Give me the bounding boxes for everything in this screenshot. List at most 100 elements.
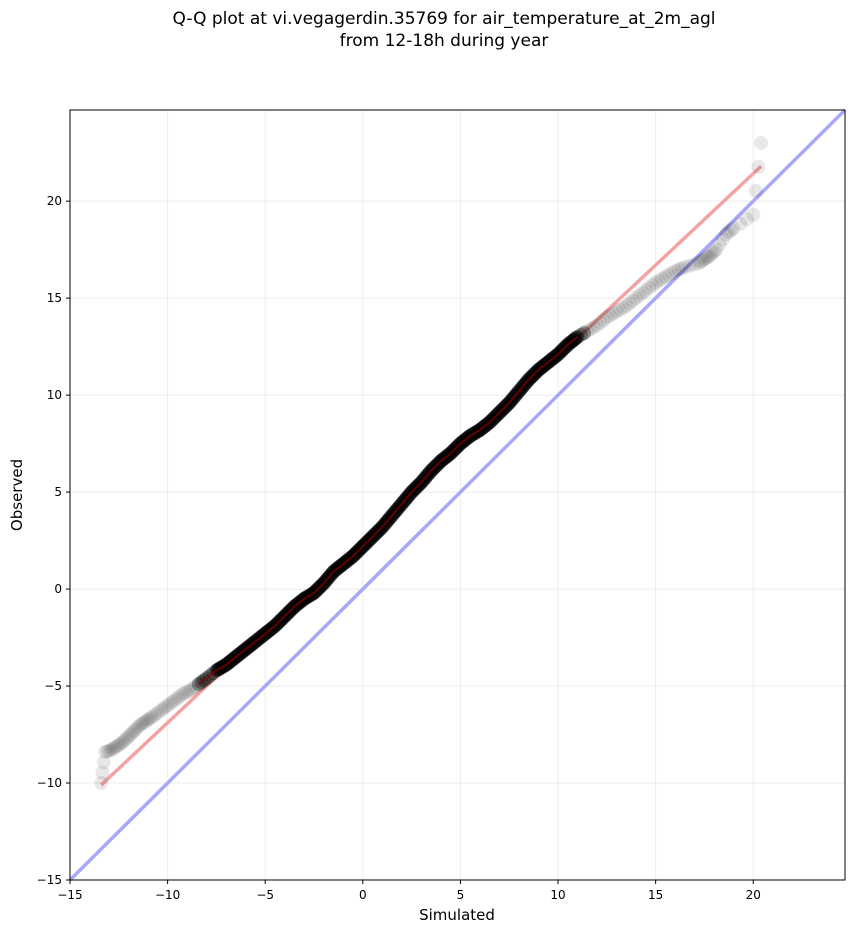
x-tick-label: −10 — [155, 888, 180, 902]
data-point — [102, 743, 117, 758]
data-point — [119, 731, 134, 746]
data-point — [109, 739, 124, 754]
data-point — [115, 735, 130, 750]
data-point — [165, 694, 180, 709]
data-point — [155, 702, 170, 717]
data-point — [697, 252, 712, 267]
x-axis-ticks: −15 −10 −5 0 5 10 15 20 — [57, 880, 761, 902]
data-point — [699, 251, 714, 266]
x-axis-label: Simulated — [419, 906, 495, 924]
data-point — [655, 271, 670, 286]
data-point — [726, 221, 741, 236]
data-point — [186, 680, 201, 695]
plot-frame — [69, 109, 846, 881]
data-point — [103, 743, 118, 758]
data-point — [715, 232, 730, 247]
data-point — [635, 285, 650, 300]
data-point — [718, 227, 733, 242]
data-point — [671, 262, 686, 277]
grid — [69, 110, 845, 881]
data-point — [629, 291, 644, 306]
data-point — [171, 690, 186, 705]
data-point — [184, 682, 199, 697]
data-point — [152, 704, 167, 719]
data-point — [622, 296, 637, 311]
data-point — [100, 744, 115, 759]
y-tick-label: 5 — [54, 485, 62, 499]
data-point — [129, 721, 144, 736]
y-tick-label: 20 — [47, 194, 62, 208]
data-point — [141, 712, 156, 727]
data-point — [739, 212, 754, 227]
data-point — [674, 261, 689, 276]
data-point — [160, 698, 175, 713]
data-point — [181, 684, 196, 699]
data-point — [632, 288, 647, 303]
data-point — [147, 708, 162, 723]
data-point — [580, 324, 595, 339]
data-point — [691, 256, 706, 271]
data-point — [682, 258, 697, 273]
x-tick-label: 0 — [359, 888, 367, 902]
data-point — [638, 283, 653, 298]
data-point — [139, 713, 154, 728]
data-point — [133, 717, 148, 732]
x-tick-label: −5 — [256, 888, 274, 902]
reference-lines — [68, 108, 847, 882]
data-point — [754, 135, 769, 150]
data-point — [687, 257, 702, 272]
data-point — [131, 719, 146, 734]
data-point — [746, 207, 761, 222]
data-point — [651, 273, 666, 288]
data-point — [573, 327, 588, 342]
data-point — [590, 318, 605, 333]
data-point — [748, 183, 763, 198]
x-tick-label: 15 — [648, 888, 663, 902]
data-point — [596, 313, 611, 328]
data-point — [586, 320, 601, 335]
data-point — [107, 740, 122, 755]
data-point — [664, 265, 679, 280]
data-point — [733, 216, 748, 231]
data-point — [751, 159, 766, 174]
data-point — [123, 727, 138, 742]
data-point — [125, 725, 140, 740]
x-tick-label: 20 — [746, 888, 761, 902]
y-tick-label: −10 — [37, 776, 62, 790]
data-point — [143, 711, 158, 726]
data-point — [163, 696, 178, 711]
data-point — [625, 293, 640, 308]
data-point — [178, 685, 193, 700]
chart-title-line2: from 12-18h during year — [339, 31, 549, 51]
data-point — [127, 723, 142, 738]
data-point — [98, 744, 113, 759]
data-point — [105, 741, 120, 756]
data-points — [94, 135, 769, 791]
y-tick-label: 0 — [54, 582, 62, 596]
data-point — [599, 310, 614, 325]
y-axis-label: Observed — [8, 459, 26, 531]
data-point — [619, 298, 634, 313]
data-point — [693, 254, 708, 269]
x-tick-label: 10 — [550, 888, 565, 902]
y-tick-label: 15 — [47, 291, 62, 305]
data-point — [593, 315, 608, 330]
data-point — [96, 755, 111, 770]
data-point — [712, 237, 727, 252]
x-tick-label: −15 — [57, 888, 82, 902]
chart-title: Q-Q plot at vi.vegagerdin.35769 for air_… — [0, 8, 854, 52]
data-point — [168, 692, 183, 707]
data-point — [603, 308, 618, 323]
data-point — [661, 267, 676, 282]
data-point — [150, 706, 165, 721]
data-point — [721, 225, 736, 240]
data-point — [117, 733, 132, 748]
data-point — [609, 304, 624, 319]
data-point — [121, 729, 136, 744]
data-point — [612, 302, 627, 317]
y-tick-label: 10 — [47, 388, 62, 402]
y-tick-label: −15 — [37, 873, 62, 887]
data-point — [144, 710, 159, 725]
identity-line — [68, 108, 847, 882]
data-point — [658, 269, 673, 284]
